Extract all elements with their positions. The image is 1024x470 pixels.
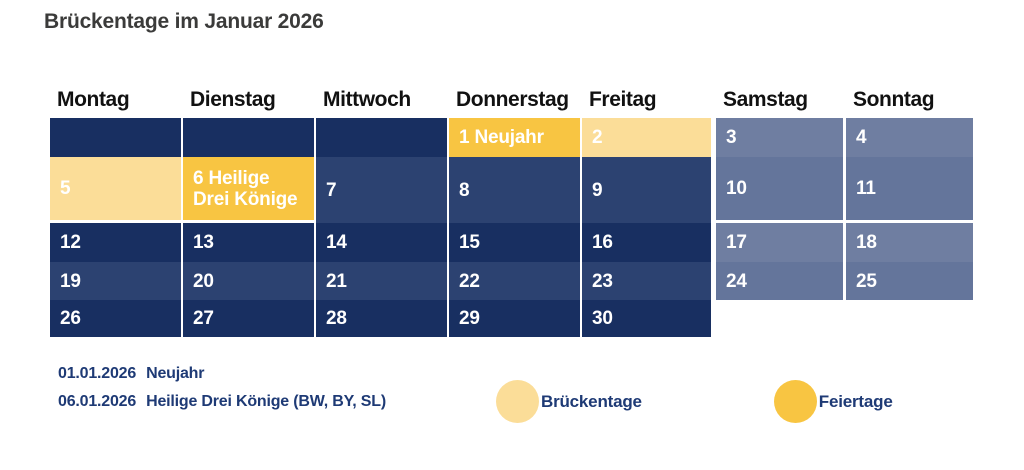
calendar-day-cell: 26	[50, 300, 181, 337]
calendar-day-cell: 1 Neujahr	[449, 118, 580, 157]
calendar-day-cell: 23	[582, 262, 711, 300]
calendar-absent-cell	[716, 300, 843, 337]
note-label: Heilige Drei Könige (BW, BY, SL)	[146, 393, 386, 410]
legend-label: Brückentage	[541, 391, 642, 411]
weekday-header-sonntag: Sonntag	[853, 88, 935, 111]
calendar-day-cell: 19	[50, 262, 181, 300]
calendar-day-cell: 18	[846, 223, 973, 262]
calendar-day-cell: 16	[582, 223, 711, 262]
legend-item-bridge: Brückentage	[496, 380, 642, 423]
weekday-header-montag: Montag	[57, 88, 130, 111]
calendar-day-cell: 21	[316, 262, 447, 300]
calendar-day-cell: 2	[582, 118, 711, 157]
calendar-day-cell: 9	[582, 157, 711, 223]
calendar-day-cell: 20	[183, 262, 314, 300]
calendar-day-cell: 10	[716, 157, 843, 223]
calendar-day-cell: 6 Heilige Drei Könige	[183, 157, 314, 223]
note-date: 01.01.2026	[58, 365, 137, 382]
holiday-color-dot-icon	[773, 380, 817, 423]
calendar-day-cell: 12	[50, 223, 181, 262]
calendar-day-cell: 3	[716, 118, 843, 157]
calendar-day-cell: 5	[50, 157, 181, 223]
calendar-day-cell: 4	[846, 118, 973, 157]
legend-label: Feiertage	[818, 391, 893, 411]
holiday-notes: 01.01.2026 Neujahr 06.01.2026 Heilige Drei …	[58, 365, 386, 421]
weekday-header-samstag: Samstag	[723, 88, 808, 111]
calendar-day-cell: 17	[716, 223, 843, 262]
calendar-empty-cell	[50, 118, 181, 157]
weekday-header-freitag: Freitag	[589, 88, 657, 111]
legend: Brückentage Feiertage	[496, 380, 893, 423]
calendar-day-cell: 29	[449, 300, 580, 337]
page-title: Brückentage im Januar 2026	[44, 10, 324, 33]
calendar-day-cell: 8	[449, 157, 580, 223]
calendar-day-cell: 14	[316, 223, 447, 262]
calendar-day-cell: 15	[449, 223, 580, 262]
calendar-day-cell: 25	[846, 262, 973, 300]
calendar-day-cell: 28	[316, 300, 447, 337]
calendar-day-cell: 27	[183, 300, 314, 337]
bridge-color-dot-icon	[496, 380, 539, 423]
calendar-day-cell: 30	[582, 300, 711, 337]
calendar-day-cell: 13	[183, 223, 314, 262]
legend-item-holiday: Feiertage	[773, 380, 893, 423]
weekday-header-donnerstag: Donnerstag	[456, 88, 569, 111]
calendar-week-row: 26 27 28 29 30	[50, 300, 973, 337]
calendar-day-cell: 11	[846, 157, 973, 223]
weekday-header-row: Montag Dienstag Mittwoch Donnerstag Freitag S…	[50, 88, 973, 112]
calendar-day-cell: 24	[716, 262, 843, 300]
weekday-header-mittwoch: Mittwoch	[323, 88, 411, 111]
calendar-week-row: 12 13 14 15 16 17 18	[50, 223, 973, 262]
calendar-empty-cell	[183, 118, 314, 157]
calendar-day-cell: 7	[316, 157, 447, 223]
calendar-week-row: 1 Neujahr 2 3 4	[50, 118, 973, 157]
calendar-day-cell: 22	[449, 262, 580, 300]
calendar-grid: 1 Neujahr 2 3 4 5 6 Heilige Drei Könige 7 8 9 10 1…	[50, 118, 973, 337]
holiday-note: 01.01.2026 Neujahr	[58, 365, 386, 383]
calendar-week-row: 19 20 21 22 23 24 25	[50, 262, 973, 300]
note-label: Neujahr	[146, 365, 205, 382]
calendar-absent-cell	[846, 300, 973, 337]
note-date: 06.01.2026	[58, 393, 137, 410]
calendar-empty-cell	[316, 118, 447, 157]
weekday-header-dienstag: Dienstag	[190, 88, 276, 111]
holiday-note: 06.01.2026 Heilige Drei Könige (BW, BY, S…	[58, 393, 386, 411]
